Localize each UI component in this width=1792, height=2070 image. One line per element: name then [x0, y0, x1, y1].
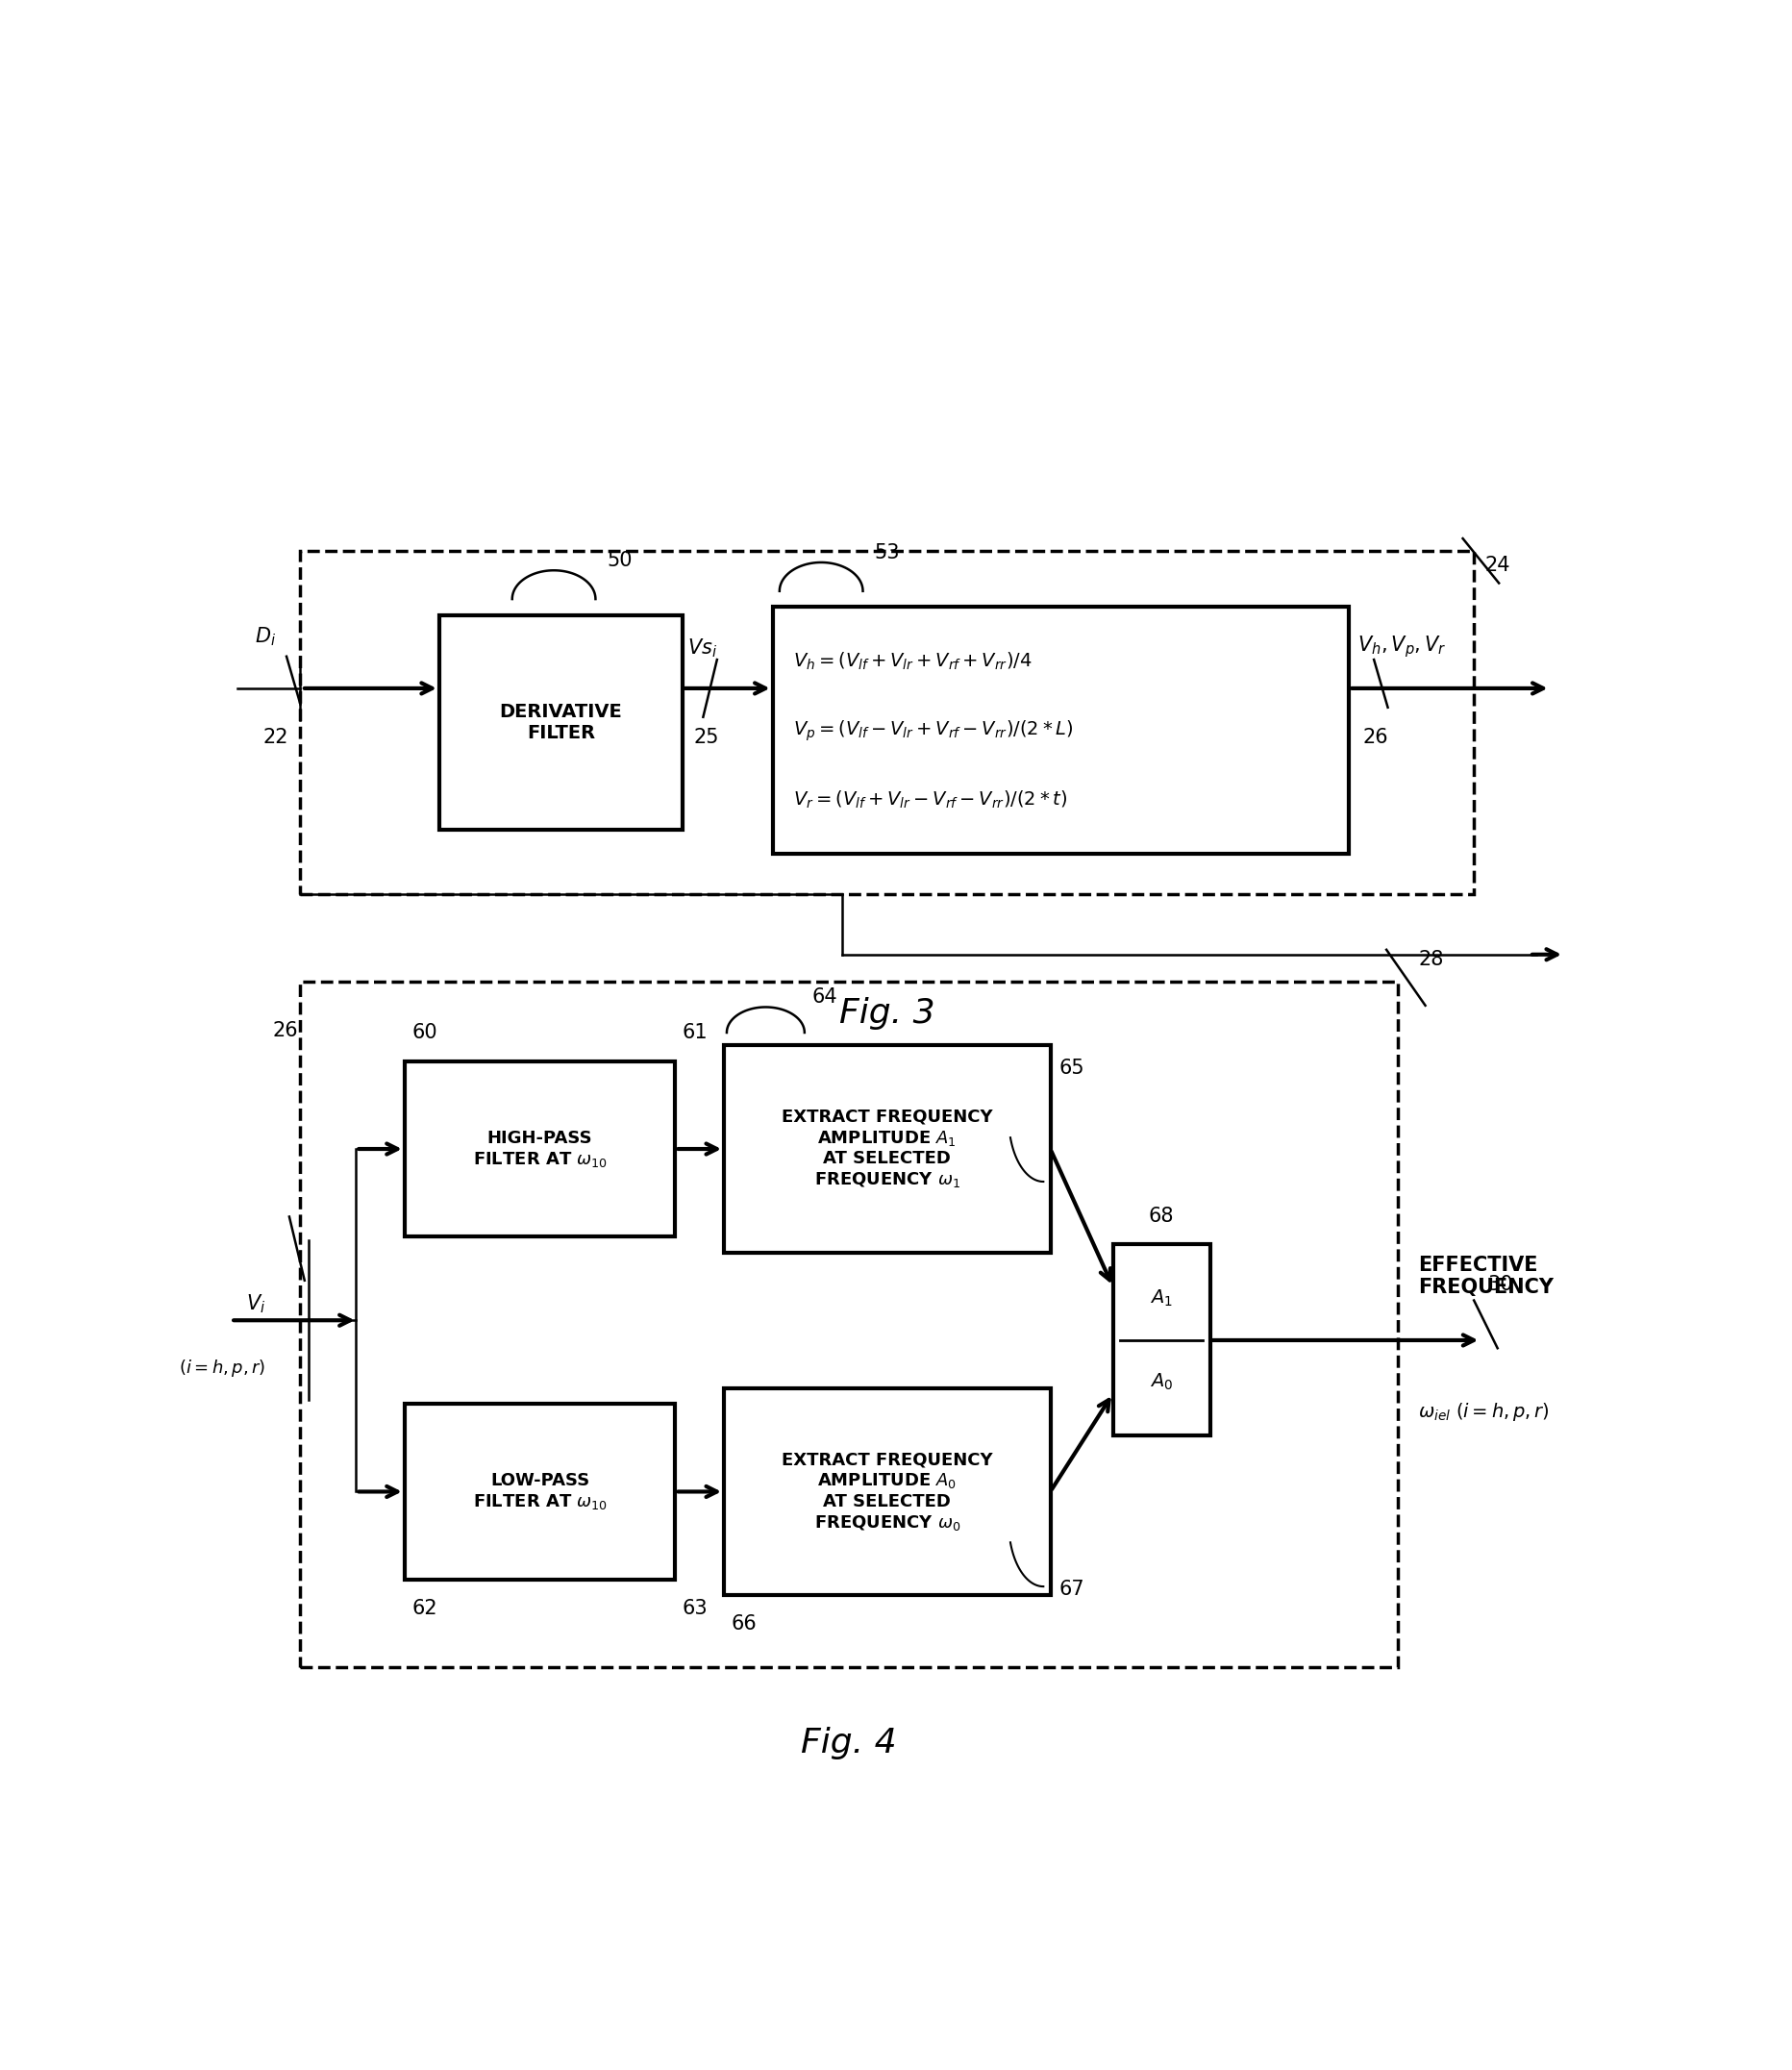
Text: $V_i$: $V_i$: [246, 1294, 265, 1317]
Bar: [772, 607, 1349, 855]
Text: $V_h, V_p, V_r$: $V_h, V_p, V_r$: [1357, 633, 1446, 660]
Text: Fig. 3: Fig. 3: [839, 998, 935, 1029]
Text: $A_1$: $A_1$: [1150, 1288, 1172, 1308]
Text: 66: 66: [731, 1615, 756, 1633]
Text: 26: 26: [1364, 729, 1389, 747]
Bar: [724, 1045, 1050, 1252]
Text: 64: 64: [812, 987, 837, 1008]
Text: EFFECTIVE
FREQUENCY: EFFECTIVE FREQUENCY: [1419, 1256, 1554, 1298]
Text: 22: 22: [263, 729, 289, 747]
Text: DERIVATIVE
FILTER: DERIVATIVE FILTER: [500, 704, 622, 743]
Bar: [301, 981, 1398, 1666]
Bar: [405, 1062, 676, 1236]
Text: 28: 28: [1419, 950, 1444, 969]
Text: 68: 68: [1149, 1207, 1174, 1225]
Text: 67: 67: [1059, 1579, 1084, 1598]
Text: $D_i$: $D_i$: [254, 625, 276, 648]
Text: $V_h = (V_{lf} + V_{lr} + V_{rf} + V_{rr})/4$: $V_h = (V_{lf} + V_{lr} + V_{rf} + V_{rr…: [794, 650, 1032, 673]
Text: EXTRACT FREQUENCY
AMPLITUDE $A_0$
AT SELECTED
FREQUENCY $\omega_0$: EXTRACT FREQUENCY AMPLITUDE $A_0$ AT SEL…: [781, 1451, 993, 1532]
Text: EXTRACT FREQUENCY
AMPLITUDE $A_1$
AT SELECTED
FREQUENCY $\omega_1$: EXTRACT FREQUENCY AMPLITUDE $A_1$ AT SEL…: [781, 1107, 993, 1190]
Text: $\omega_{iel}$ $(i = h, p, r)$: $\omega_{iel}$ $(i = h, p, r)$: [1419, 1401, 1550, 1422]
Bar: [1113, 1244, 1210, 1437]
Text: $A_0$: $A_0$: [1150, 1372, 1174, 1393]
Text: 53: 53: [874, 542, 900, 563]
Text: 63: 63: [683, 1598, 708, 1617]
Text: 30: 30: [1487, 1275, 1512, 1294]
Text: 26: 26: [272, 1021, 297, 1041]
Bar: [405, 1403, 676, 1579]
Bar: [301, 551, 1473, 894]
Text: $V_r = (V_{lf} + V_{lr} - V_{rf} - V_{rr})/(2*t)$: $V_r = (V_{lf} + V_{lr} - V_{rf} - V_{rr…: [794, 789, 1068, 811]
Text: HIGH-PASS
FILTER AT $\omega_{10}$: HIGH-PASS FILTER AT $\omega_{10}$: [473, 1130, 607, 1170]
Text: LOW-PASS
FILTER AT $\omega_{10}$: LOW-PASS FILTER AT $\omega_{10}$: [473, 1472, 607, 1511]
Text: 50: 50: [607, 551, 633, 571]
Text: Fig. 4: Fig. 4: [801, 1726, 896, 1759]
Bar: [439, 615, 683, 830]
Text: 60: 60: [412, 1023, 437, 1041]
Text: $Vs_i$: $Vs_i$: [688, 638, 719, 660]
Text: $V_p = (V_{lf} - V_{lr} + V_{rf} - V_{rr})/(2*L)$: $V_p = (V_{lf} - V_{lr} + V_{rf} - V_{rr…: [794, 718, 1073, 743]
Text: $(i = h, p, r)$: $(i = h, p, r)$: [179, 1358, 265, 1379]
Text: 61: 61: [683, 1023, 708, 1041]
Text: 65: 65: [1059, 1058, 1084, 1076]
Bar: [724, 1389, 1050, 1596]
Text: 62: 62: [412, 1598, 437, 1617]
Text: 24: 24: [1486, 557, 1511, 575]
Text: 25: 25: [694, 729, 719, 747]
